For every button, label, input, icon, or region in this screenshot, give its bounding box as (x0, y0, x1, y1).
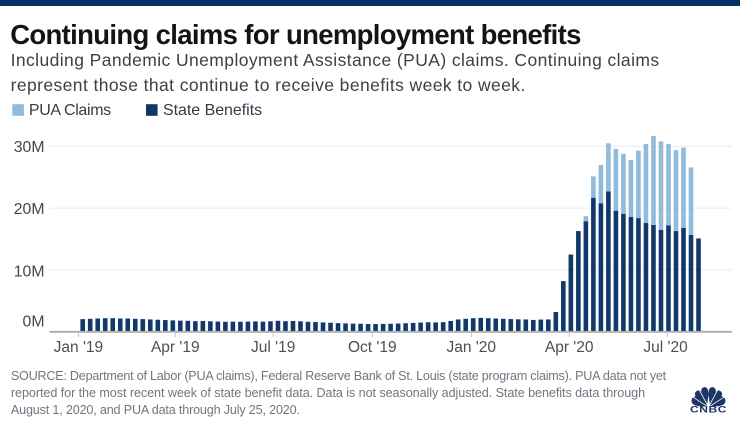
svg-text:Jul '20: Jul '20 (643, 339, 688, 356)
svg-text:represent those that continue: represent those that continue to receive… (11, 75, 526, 95)
svg-text:10M: 10M (14, 264, 45, 281)
svg-text:Jan '20: Jan '20 (447, 339, 497, 356)
svg-text:CNBC: CNBC (690, 405, 727, 415)
svg-text:Apr '19: Apr '19 (151, 339, 200, 356)
svg-text:Jul '19: Jul '19 (251, 339, 295, 356)
svg-text:Apr '20: Apr '20 (545, 339, 594, 356)
svg-text:reported for the most recent w: reported for the most recent week of sta… (11, 386, 645, 400)
svg-text:Continuing claims for unemploy: Continuing claims for unemployment benef… (10, 19, 581, 50)
svg-text:State Benefits: State Benefits (163, 102, 262, 119)
svg-text:0M: 0M (23, 314, 45, 331)
svg-text:August 1, 2020, and PUA data t: August 1, 2020, and PUA data through Jul… (11, 403, 300, 417)
svg-text:30M: 30M (14, 139, 45, 156)
svg-text:SOURCE: Department of Labor (P: SOURCE: Department of Labor (PUA claims)… (11, 369, 667, 383)
svg-text:Including Pandemic Unemploymen: Including Pandemic Unemployment Assistan… (11, 50, 660, 70)
svg-text:Oct '19: Oct '19 (348, 339, 397, 356)
svg-text:PUA Claims: PUA Claims (29, 102, 111, 119)
svg-text:20M: 20M (14, 201, 45, 218)
svg-text:Jan '19: Jan '19 (54, 339, 104, 356)
